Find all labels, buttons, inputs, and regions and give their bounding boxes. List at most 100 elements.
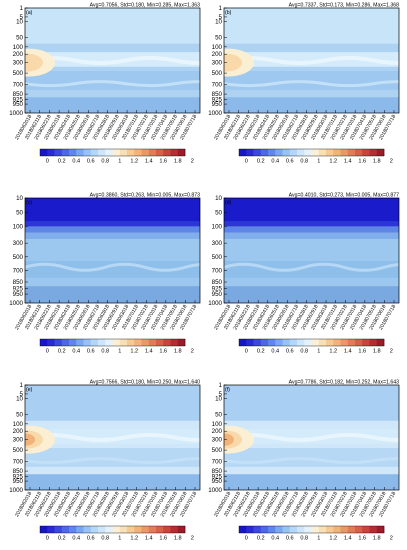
colorbar-swatch	[40, 526, 48, 533]
contour-line	[224, 262, 399, 272]
colorbar-swatch	[260, 149, 269, 156]
colorbar-swatch	[318, 339, 327, 346]
surface-band	[25, 97, 200, 113]
colorbar-tick-label: 0.2	[257, 159, 265, 165]
y-tick-label: 500	[13, 254, 24, 261]
colorbar-tick-label: 0.4	[271, 349, 279, 355]
y-tick-label: 10	[16, 396, 23, 403]
upper-level-band	[25, 385, 200, 421]
colorbar-tick-label: 1.6	[358, 349, 366, 355]
y-tick-label: 700	[13, 82, 24, 89]
panel-label: (a)	[26, 10, 33, 16]
y-tick-label: 50	[215, 210, 222, 217]
colorbar-swatch	[326, 526, 334, 533]
colorbar-tick-label: 1.4	[145, 159, 153, 165]
transition-band	[25, 232, 200, 239]
y-tick-label: 50	[215, 411, 222, 418]
plot-frame	[24, 197, 201, 304]
contour-line	[224, 457, 399, 465]
tropopause-band	[224, 429, 399, 444]
colorbar-swatch	[83, 149, 92, 156]
colorbar-tick-label: 0.4	[271, 159, 279, 165]
colorbar-swatch	[148, 526, 157, 533]
y-tick-label: 950	[212, 291, 223, 298]
colorbar-tick-label: 0	[245, 349, 248, 355]
colorbar-swatch	[47, 339, 55, 346]
colorbar-tick-label: 1.4	[344, 159, 352, 165]
heatmap-field	[25, 198, 200, 303]
colorbar-swatch	[134, 149, 142, 156]
y-tick-label: 5	[219, 14, 223, 21]
plot-frame	[24, 7, 201, 114]
y-tick-label: 950	[13, 101, 24, 108]
colorbar-swatch	[119, 339, 128, 346]
colorbar-swatch	[275, 526, 283, 533]
colorbar-frame	[39, 148, 186, 157]
colorbar-swatch	[318, 526, 327, 533]
y-tick-label: 300	[212, 437, 223, 444]
stats-label: Avg=0.4010, Std=0.273, Min=0.005, Max=0.…	[289, 193, 399, 199]
colorbar-swatch	[326, 149, 334, 156]
y-tick-label: 300	[212, 240, 223, 247]
colorbar-swatch	[282, 339, 291, 346]
maximum-region	[224, 53, 242, 72]
colorbar-tick-label: 0	[46, 159, 49, 165]
colorbar-swatch	[246, 149, 254, 156]
colorbar-tick-label: 1	[317, 536, 320, 542]
colorbar-tick-label: 0.6	[286, 536, 294, 542]
colorbar-tick-label: 0	[46, 349, 49, 355]
colorbar-swatch	[297, 526, 305, 533]
colorbar-tick-label: 0.2	[257, 536, 265, 542]
heatmap-field	[25, 8, 200, 113]
colorbar-tick-label: 0.8	[300, 536, 308, 542]
colorbar-swatch	[69, 149, 77, 156]
colorbar-swatch	[268, 526, 276, 533]
colorbar-swatch	[148, 339, 157, 346]
contour-line	[25, 433, 200, 442]
colorbar-swatch	[119, 526, 128, 533]
colorbar-swatch	[289, 149, 298, 156]
colorbar-swatch	[275, 149, 283, 156]
colorbar-tick-label: 1.6	[358, 536, 366, 542]
colorbar-tick-label: 0.4	[72, 536, 80, 542]
colorbar-swatch	[362, 149, 370, 156]
stats-label: Avg=0.3860, Std=0.263, Min=0.005, Max=0.…	[90, 193, 200, 199]
colorbar-tick-label: 0.4	[72, 349, 80, 355]
y-tick-label: 500	[13, 70, 24, 77]
y-tick-label: 300	[13, 60, 24, 67]
contour-line	[224, 80, 399, 88]
colorbar-swatch	[76, 339, 84, 346]
colorbar-swatch	[177, 526, 186, 533]
colorbar-swatch	[148, 149, 157, 156]
colorbar-swatch	[134, 526, 142, 533]
y-tick-label: 850	[212, 468, 223, 475]
y-tick-label: 850	[13, 468, 24, 475]
colorbar-tick-label: 1	[118, 159, 121, 165]
colorbar-swatch	[112, 526, 121, 533]
colorbar-tick-label: 1	[317, 349, 320, 355]
y-tick-label: 100	[212, 421, 223, 428]
stats-label: Avg=0.7056, Std=0.180, Min=0.285, Max=1.…	[90, 3, 200, 9]
colorbar-tick-label: 1.2	[130, 536, 138, 542]
colorbar-tick-label: 0.6	[87, 159, 95, 165]
colorbar-swatch	[355, 149, 363, 156]
colorbar-tick-label: 1	[317, 159, 320, 165]
y-tick-label: 950	[13, 291, 24, 298]
colorbar-swatch	[260, 526, 269, 533]
colorbar-frame	[238, 338, 385, 347]
colorbar-tick-label: 0.8	[101, 349, 109, 355]
colorbar-tick-label: 1.6	[159, 536, 167, 542]
y-tick-label: 850	[212, 91, 223, 98]
y-tick-label: 950	[212, 478, 223, 485]
y-tick-label: 500	[13, 447, 24, 454]
y-tick-label: 925	[13, 473, 24, 480]
y-tick-label: 1	[219, 382, 223, 389]
y-tick-label: 50	[215, 34, 222, 41]
y-tick-label: 925	[13, 96, 24, 103]
mid-level-band	[25, 261, 200, 278]
maximum-region-core	[25, 433, 35, 446]
colorbar-swatch	[177, 339, 186, 346]
colorbar-swatch	[156, 149, 164, 156]
panel-f: (f) Avg=0.7786, Std=0.182, Min=0.252, Max…	[208, 380, 400, 542]
